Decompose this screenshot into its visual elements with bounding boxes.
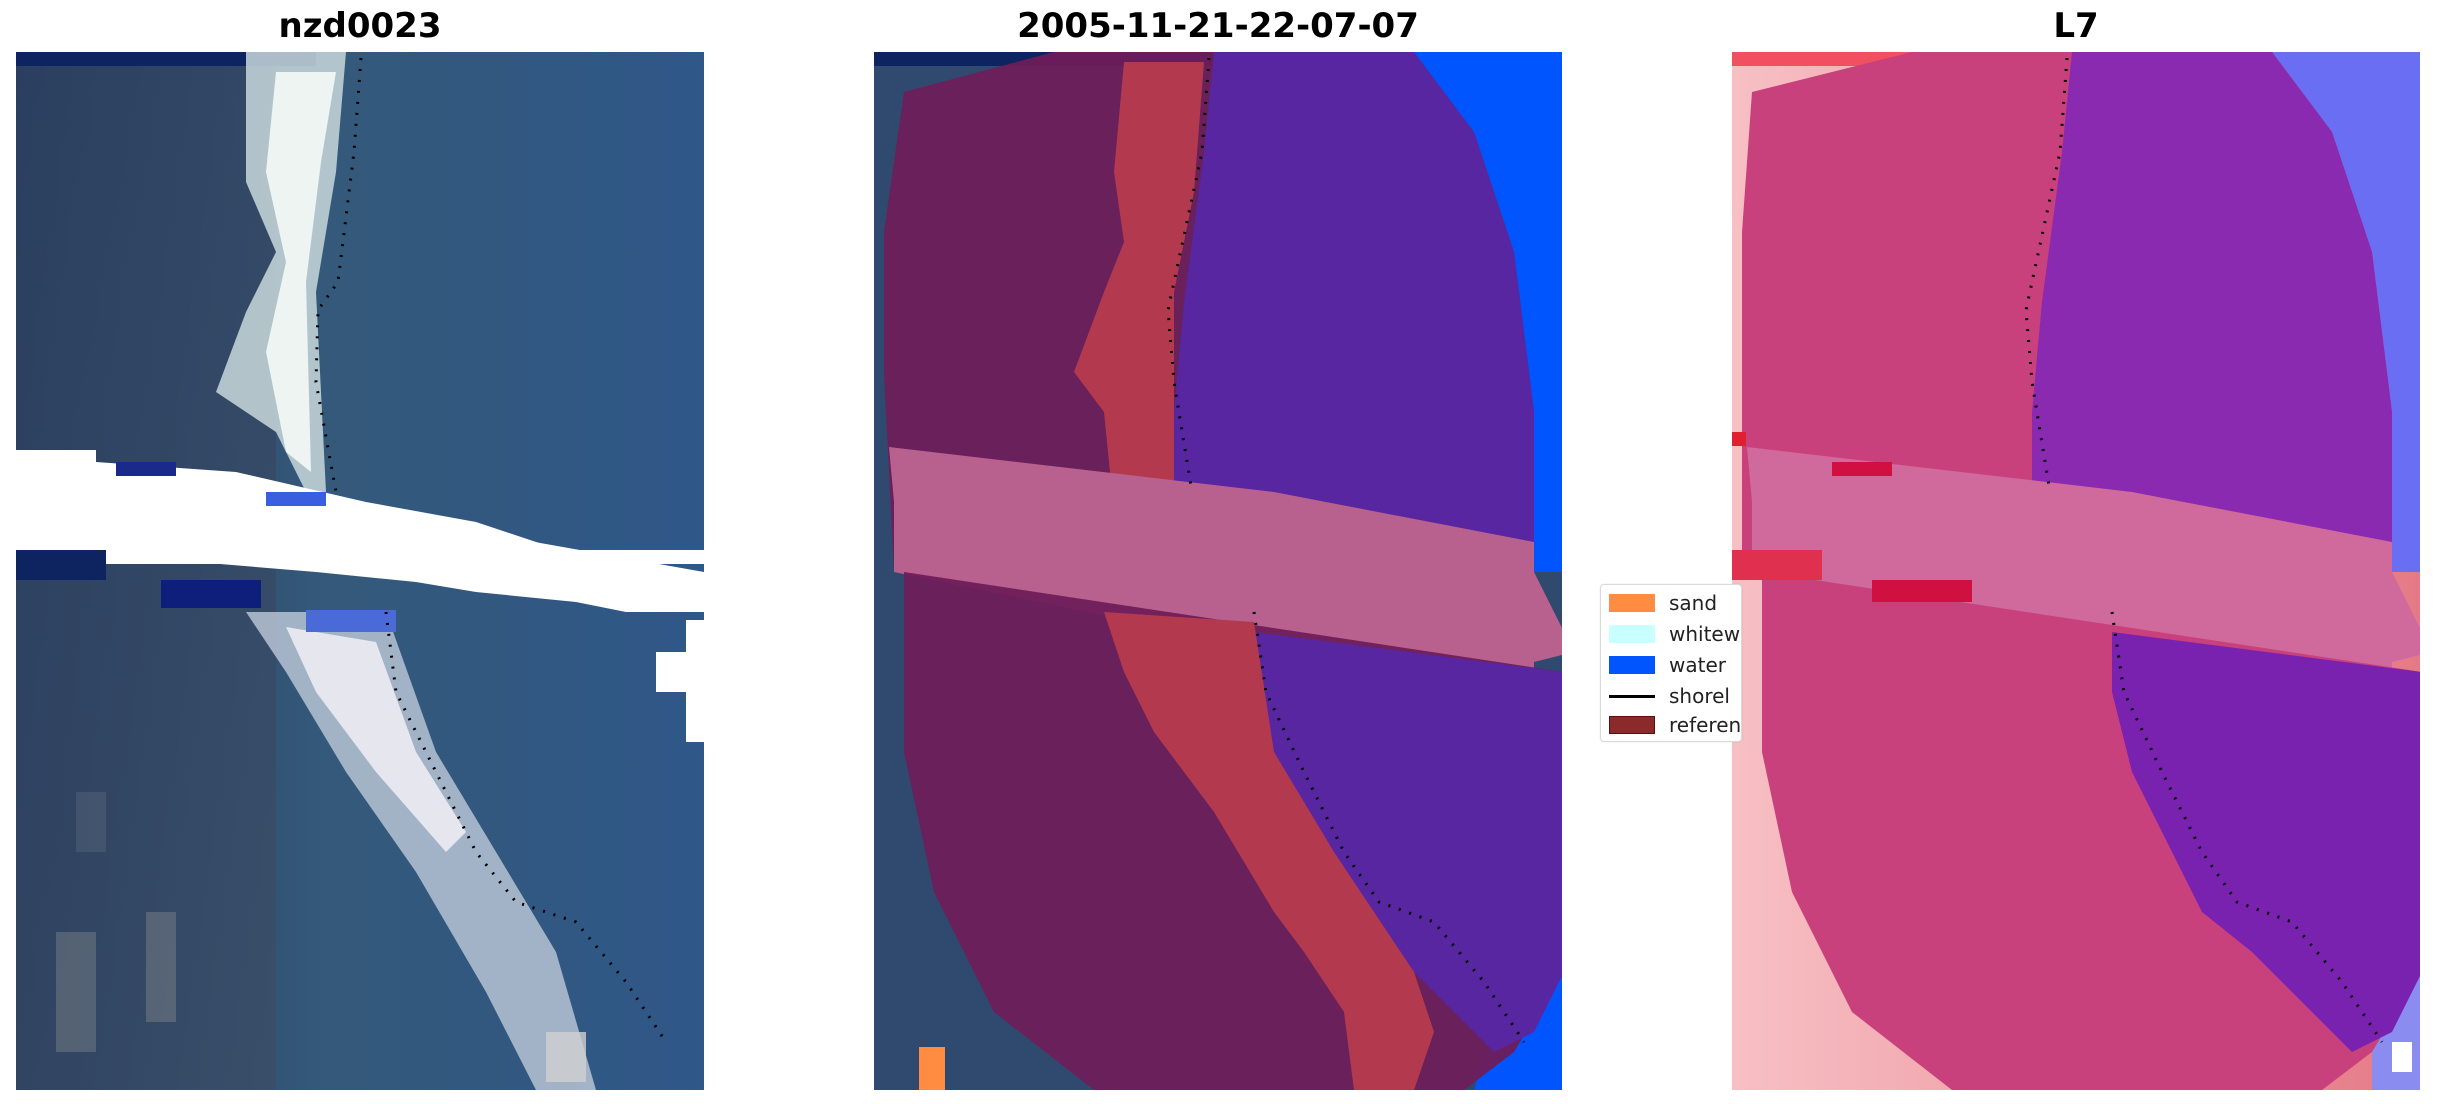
index-image-panel <box>1732 52 2420 1090</box>
legend-label: shorel <box>1669 684 1730 708</box>
legend-item-water: water <box>1609 653 1726 677</box>
legend: sand whitew water shorel referen <box>1600 584 1742 742</box>
legend-item-sand: sand <box>1609 591 1717 615</box>
shoreline-line <box>1166 57 1526 1043</box>
panel-title-ndwi: L7 <box>2053 6 2099 46</box>
rgb-image-panel <box>16 52 704 1090</box>
legend-label: referen <box>1669 713 1742 737</box>
legend-item-whitewater: whitew <box>1609 622 1740 646</box>
legend-label: sand <box>1669 591 1718 615</box>
legend-item-shoreline: shorel <box>1609 684 1730 708</box>
sand-swatch <box>1609 594 1655 612</box>
shoreline-line <box>314 57 668 1043</box>
legend-item-reference: referen <box>1609 713 1741 737</box>
shoreline-swatch <box>1609 694 1655 698</box>
shoreline-line <box>2024 57 2384 1043</box>
reference-swatch <box>1609 716 1655 734</box>
water-swatch <box>1609 656 1655 674</box>
classified-image-panel <box>874 52 1562 1090</box>
legend-label: whitew <box>1669 622 1741 646</box>
panel-title-rgb: nzd0023 <box>278 6 442 46</box>
whitewater-swatch <box>1609 625 1655 643</box>
legend-label: water <box>1669 653 1726 677</box>
sand-region <box>919 1047 945 1090</box>
panel-title-classified: 2005-11-21-22-07-07 <box>1017 6 1419 46</box>
